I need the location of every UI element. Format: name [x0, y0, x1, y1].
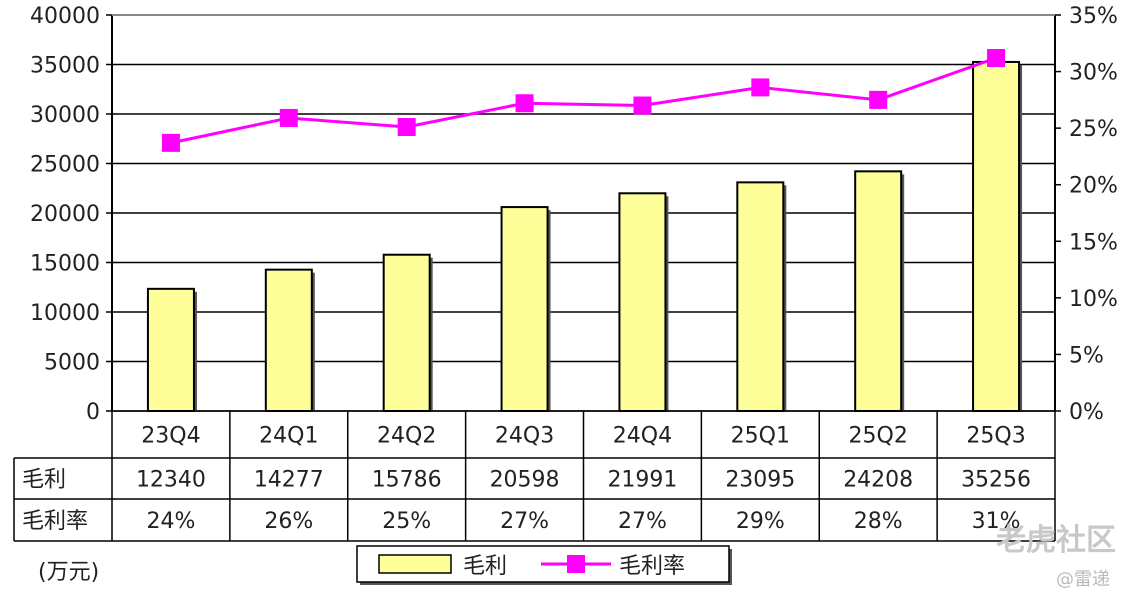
category-label: 23Q4: [141, 424, 200, 449]
bar: [736, 181, 785, 412]
table-cell: 27%: [618, 509, 667, 534]
bar: [854, 170, 903, 412]
table-cell: 21991: [607, 468, 677, 493]
category-label: 25Q2: [849, 424, 908, 449]
category-label: 24Q4: [613, 424, 672, 449]
bar: [146, 287, 195, 413]
data-table: 23Q4 24Q1 24Q2 24Q3 24Q4 25Q1 25Q2 25Q3 毛利 12340 1…: [13, 410, 1056, 542]
left-tick-label: 30000: [30, 103, 100, 128]
bar: [264, 268, 313, 413]
bar: [382, 253, 431, 412]
legend: 毛利 毛利率: [356, 545, 732, 585]
table-cell: 27%: [500, 509, 549, 534]
margin-point: [633, 96, 652, 115]
table-cell: 15786: [372, 468, 442, 493]
table-cell: 24%: [146, 509, 195, 534]
right-tick-label: 10%: [1069, 287, 1118, 312]
bar: [500, 206, 549, 412]
margin-point: [515, 94, 534, 113]
table-cell: 23095: [725, 468, 795, 493]
legend-marker: [567, 555, 585, 573]
table-cell: 12340: [136, 468, 206, 493]
left-tick-label: 35000: [30, 54, 100, 79]
legend-label: 毛利率: [619, 554, 685, 579]
table-cell: 24208: [843, 468, 913, 493]
table-cell: 35256: [961, 468, 1031, 493]
right-tick-label: 15%: [1069, 230, 1118, 255]
legend-label: 毛利: [463, 554, 507, 579]
margin-point: [751, 78, 770, 97]
table-cell: 29%: [736, 509, 785, 534]
left-tick-label: 0: [86, 400, 100, 425]
right-tick-label: 35%: [1069, 4, 1118, 29]
bars: [146, 60, 1023, 413]
left-tick-label: 25000: [30, 153, 100, 178]
table-cell: 28%: [854, 509, 903, 534]
margin-line-path: [170, 56, 997, 145]
table-row-label: 毛利: [22, 468, 66, 493]
right-tick-label: 30%: [1069, 61, 1118, 86]
margin-point: [161, 133, 180, 152]
bar: [972, 60, 1021, 412]
left-tick-label: 40000: [30, 4, 100, 29]
category-label: 24Q1: [259, 424, 318, 449]
table-cell: 26%: [264, 509, 313, 534]
unit-label: (万元): [38, 560, 100, 585]
right-tick-label: 25%: [1069, 117, 1118, 142]
category-label: 24Q3: [495, 424, 554, 449]
watermark-logo: 老虎社区: [996, 523, 1116, 558]
category-label: 24Q2: [377, 424, 436, 449]
table-row-label: 毛利率: [22, 509, 88, 534]
margin-point: [279, 108, 298, 127]
category-label: 25Q1: [731, 424, 790, 449]
right-tick-label: 5%: [1069, 343, 1104, 368]
bar: [618, 192, 667, 412]
watermark-author: @雷递: [1056, 569, 1110, 590]
category-label: 25Q3: [966, 424, 1025, 449]
axes: 0 5000 10000 15000 20000 25000 30000 35000 40000…: [30, 4, 1118, 425]
right-tick-label: 20%: [1069, 174, 1118, 199]
left-tick-label: 15000: [30, 252, 100, 277]
gridlines: [112, 14, 1055, 412]
table-cell: 14277: [254, 468, 324, 493]
left-tick-label: 10000: [30, 301, 100, 326]
margin-point: [397, 118, 416, 137]
left-tick-label: 5000: [44, 351, 100, 376]
margin-line: [161, 48, 1006, 152]
left-tick-label: 20000: [30, 202, 100, 227]
margin-point: [869, 90, 888, 109]
table-cell: 31%: [972, 509, 1021, 534]
margin-point: [987, 48, 1006, 67]
table-cell: 20598: [490, 468, 560, 493]
table-cell: 25%: [382, 509, 431, 534]
right-tick-label: 0%: [1069, 400, 1104, 425]
legend-bar-swatch: [378, 554, 452, 574]
